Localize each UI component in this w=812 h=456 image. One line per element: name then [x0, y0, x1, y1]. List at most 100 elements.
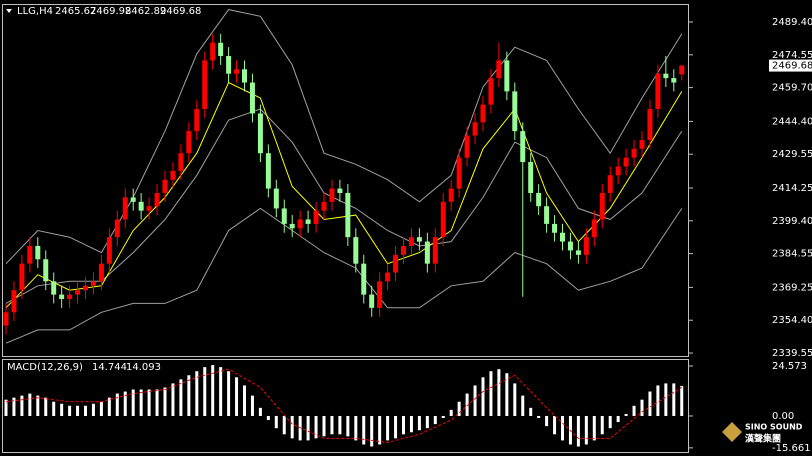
macd-bar: [44, 397, 48, 416]
macd-bar: [505, 373, 509, 416]
macd-bar: [648, 391, 652, 416]
macd-bar: [489, 371, 493, 416]
candle-body: [345, 192, 351, 238]
y-tick-label: 2429.55: [772, 149, 812, 160]
candle-body: [353, 237, 359, 264]
macd-bar: [91, 403, 95, 416]
macd-bar: [680, 385, 684, 416]
candle-body: [281, 208, 287, 224]
candle-body: [43, 259, 49, 282]
macd-bar: [457, 401, 461, 416]
macd-bar: [147, 389, 151, 416]
candle-body: [480, 104, 486, 123]
macd-bar: [537, 415, 541, 419]
macd-bar: [314, 415, 318, 439]
candle-body: [599, 192, 605, 220]
candle-body: [607, 175, 613, 193]
macd-bar: [600, 415, 604, 435]
macd-bar: [227, 371, 231, 416]
macd-bar: [521, 395, 525, 416]
candle-body: [27, 245, 33, 264]
macd-bar: [664, 383, 668, 416]
candle-body: [440, 201, 446, 238]
candle-body: [162, 179, 168, 193]
candle-body: [679, 65, 685, 75]
macd-bar: [402, 415, 405, 435]
logo: SINO SOUND 漢聲集團: [722, 422, 803, 445]
macd-bar: [306, 415, 310, 441]
candle-body: [337, 188, 343, 193]
candle-body: [472, 122, 478, 136]
macd-bar: [211, 365, 215, 416]
macd-panel: [2, 359, 689, 453]
low: 2462.89: [125, 6, 166, 17]
macd-bar: [425, 415, 429, 429]
candle-body: [408, 237, 414, 246]
candle-body: [631, 148, 637, 158]
symbol: LLG,H4: [17, 6, 53, 17]
logo-chinese: 漢聲集團: [745, 433, 781, 445]
macd-bar: [266, 415, 270, 421]
macd-bar: [52, 401, 56, 416]
candle-body: [11, 290, 17, 313]
macd-bar: [4, 399, 8, 416]
candle-body: [3, 312, 9, 326]
macd-bar: [258, 407, 262, 416]
candle-body: [289, 223, 295, 229]
candle-body: [424, 241, 430, 264]
macd-bar: [123, 391, 127, 416]
candle-body: [186, 131, 192, 154]
y-tick-label: 2414.25: [772, 183, 812, 194]
candle-body: [210, 42, 216, 61]
macd-bar: [465, 393, 469, 416]
macd-bar: [36, 395, 40, 416]
macd-bar: [640, 399, 644, 416]
candle-body: [448, 188, 454, 202]
candle-body: [313, 210, 319, 224]
candle-body: [591, 219, 597, 238]
candle-body: [297, 219, 303, 229]
macd-bar: [12, 397, 16, 416]
macd-bar: [362, 415, 366, 445]
candle-body: [122, 197, 128, 220]
macd-bar: [553, 415, 557, 435]
candle-body: [552, 223, 558, 233]
y-tick-label: 2339.55: [772, 348, 812, 359]
macd-bar: [195, 371, 199, 416]
macd-bar: [338, 415, 342, 435]
candle-body: [488, 78, 494, 105]
candle-body: [385, 272, 391, 282]
macd-bar: [632, 405, 636, 416]
macd-bar: [282, 415, 286, 435]
candle-body: [456, 157, 462, 189]
candle-body: [305, 219, 311, 224]
candle-body: [51, 281, 57, 295]
macd-bar: [107, 397, 111, 416]
y-tick-label: 0.00: [772, 411, 794, 422]
macd-bar: [115, 393, 119, 416]
candle-body: [496, 60, 502, 79]
candle-body: [432, 237, 438, 264]
candle-body: [369, 294, 375, 308]
price-label-box: [769, 59, 812, 72]
macd-bar: [68, 405, 72, 416]
macd-bar: [576, 415, 580, 447]
macd-bar: [672, 383, 676, 416]
macd-bar: [473, 385, 477, 416]
candle-body: [67, 294, 73, 300]
logo-name: SINO SOUND: [745, 423, 803, 432]
macd-bar: [235, 377, 239, 416]
macd-bar: [624, 413, 628, 416]
candle-body: [623, 157, 629, 167]
candle-body: [19, 263, 25, 291]
y-tick-label: 24.573: [772, 361, 807, 372]
close: 2469.68: [160, 6, 201, 17]
candle-body: [567, 241, 573, 251]
candle-body: [321, 201, 327, 211]
indicator-line: [5, 207, 683, 344]
candle-body: [575, 250, 581, 255]
macd-bar: [28, 393, 32, 416]
y-tick-label: 2444.40: [772, 116, 812, 127]
macd-bar: [481, 377, 485, 416]
candle-body: [416, 237, 422, 242]
